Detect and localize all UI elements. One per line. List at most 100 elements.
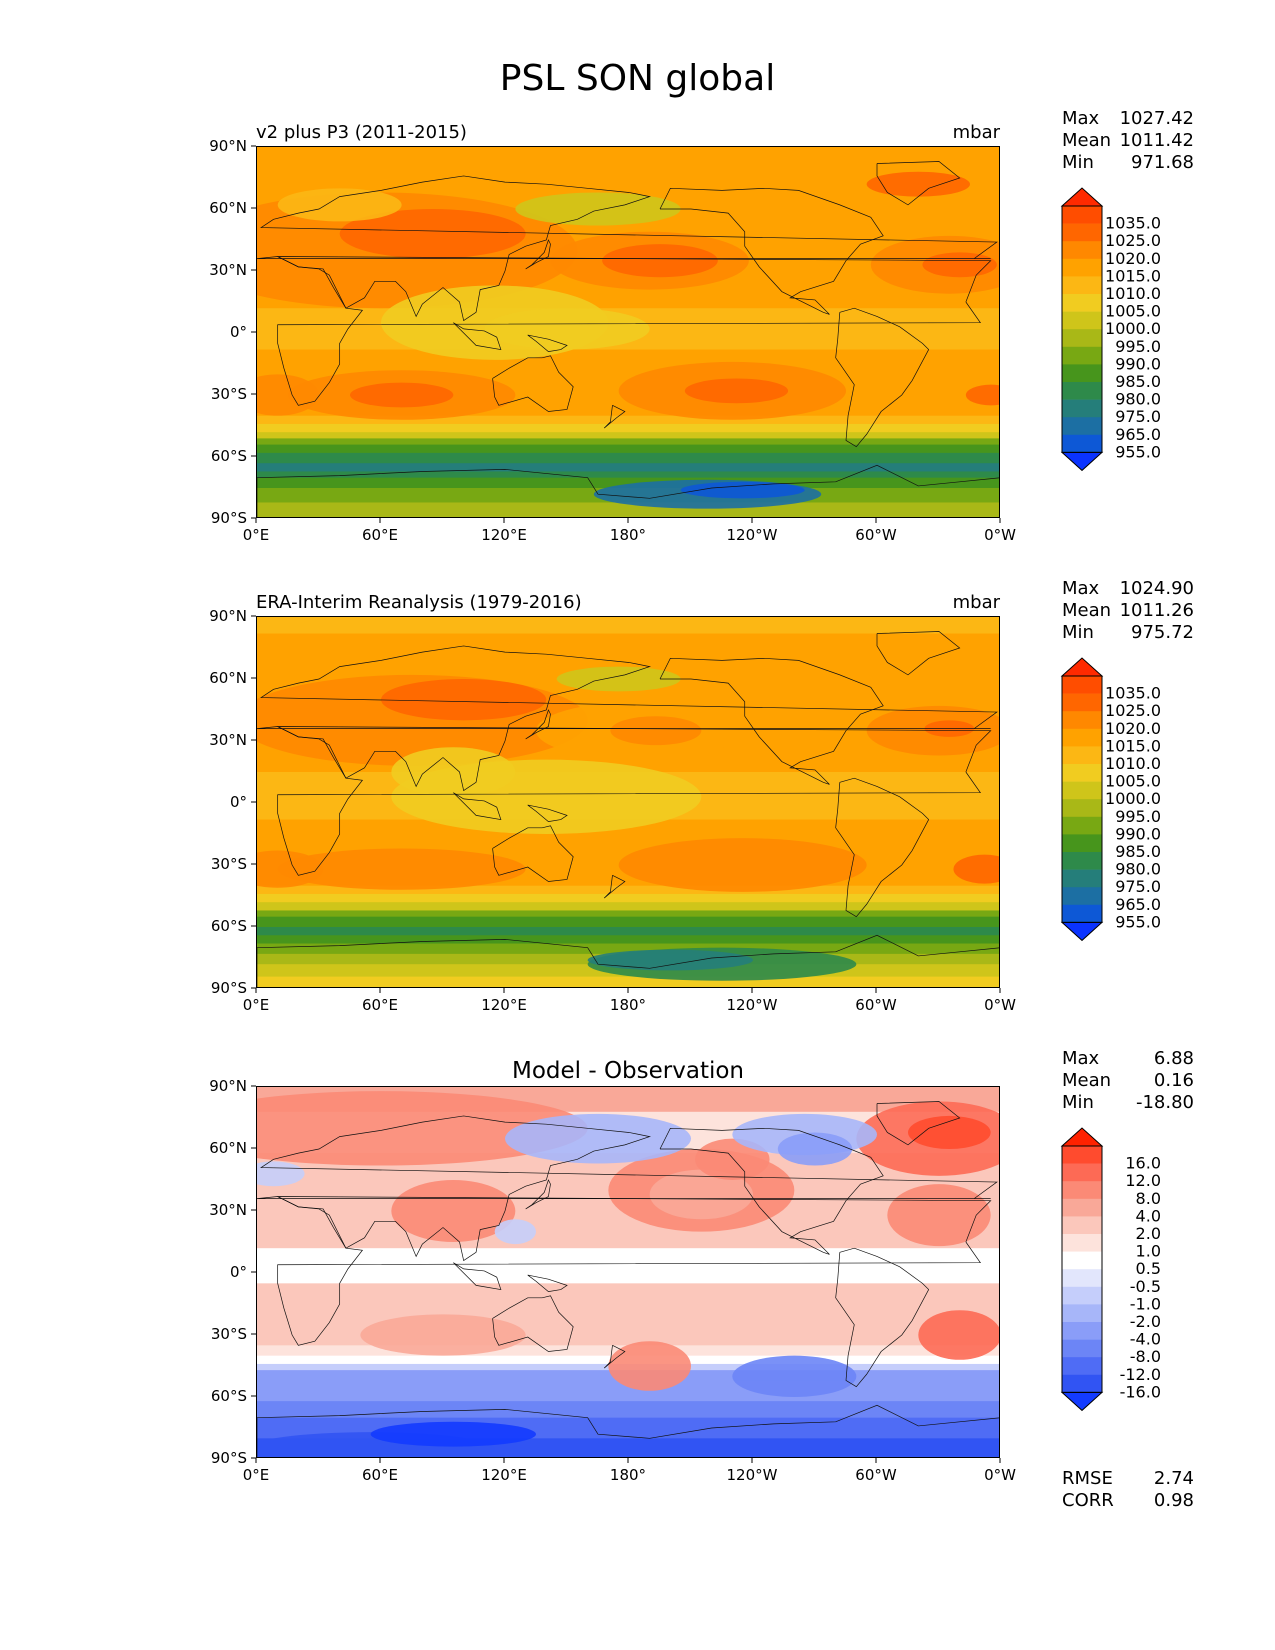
field-contour xyxy=(602,244,718,278)
colorbar-segment xyxy=(1062,1216,1102,1235)
stat-label: Min xyxy=(1062,1092,1094,1113)
field-band xyxy=(257,943,999,955)
colorbar-level-label: 985.0 xyxy=(1115,372,1161,391)
colorbar-level-label: 1000.0 xyxy=(1105,789,1161,808)
map-axes: 0°E 60°E 120°E 180° 120°W 60°W 0°W 90°N 60°N 30°N… xyxy=(209,1077,1016,1484)
map-frame xyxy=(256,1086,1000,1458)
colorbar-segment xyxy=(1062,816,1102,835)
coastline xyxy=(876,161,961,206)
colorbar-segment xyxy=(1062,676,1102,694)
field-band xyxy=(257,916,999,928)
colorbar-segment xyxy=(1062,329,1102,348)
stat-value: 2.74 xyxy=(1153,1468,1194,1489)
panel-model: v2 plus P3 (2011-2015) mbar 0°E 60°E 120°E… xyxy=(0,108,1275,616)
colorbar-level-label: 4.0 xyxy=(1136,1206,1161,1225)
y-tick-label: 60°N xyxy=(209,669,247,687)
coastline xyxy=(453,792,502,820)
coastline xyxy=(277,726,992,876)
colorbar: 1035.01025.01020.01015.01010.01005.01000… xyxy=(1060,187,1161,472)
stats-box: Max 6.88 Mean 0.16 Min -18.80 xyxy=(1062,1048,1194,1114)
y-tick-label: 90°N xyxy=(209,137,247,155)
field-contour xyxy=(618,838,867,892)
x-tick-label: 0°E xyxy=(243,526,270,544)
field-contour xyxy=(732,1355,857,1397)
colorbar-frame xyxy=(1061,675,1103,923)
colorbar-level-label: 1020.0 xyxy=(1105,249,1161,268)
stat-label: CORR xyxy=(1062,1490,1114,1511)
y-tick-label: 90°S xyxy=(211,979,247,997)
stat-label: Max xyxy=(1062,1048,1100,1069)
field-band xyxy=(257,444,999,454)
coastline xyxy=(835,307,930,448)
colorbar-level-label: 995.0 xyxy=(1115,807,1161,826)
field-contour xyxy=(908,1115,991,1149)
field-contour xyxy=(494,1219,536,1245)
y-tick-label: 0° xyxy=(230,323,247,341)
x-tick-label: 0°E xyxy=(243,1466,270,1484)
figure-title: PSL SON global xyxy=(499,58,776,99)
x-tick-label: 0°W xyxy=(984,996,1016,1014)
colorbar-segment xyxy=(1062,1339,1102,1358)
stat-label: Mean xyxy=(1062,600,1112,621)
stat-value: 1024.90 xyxy=(1119,578,1194,599)
stat-label: Min xyxy=(1062,152,1094,173)
field-contour xyxy=(649,1169,753,1220)
colorbar-level-label: 1035.0 xyxy=(1105,684,1161,703)
colorbar-level-label: -4.0 xyxy=(1130,1330,1161,1349)
colorbar-segment xyxy=(1062,1251,1102,1270)
x-tick-label: 0°W xyxy=(984,1466,1016,1484)
field-contour xyxy=(887,1184,991,1247)
colorbar-extend-max xyxy=(1060,657,1104,677)
colorbar-level-label: 0.5 xyxy=(1136,1259,1161,1278)
colorbar-segment xyxy=(1062,799,1102,818)
field-band xyxy=(257,976,999,987)
stat-value: -18.80 xyxy=(1135,1092,1194,1113)
field-contour xyxy=(339,209,526,259)
y-tick-label: 60°N xyxy=(209,1139,247,1157)
field-contour xyxy=(680,481,805,499)
x-tick-label: 180° xyxy=(610,996,646,1014)
map-frame xyxy=(256,616,1000,988)
field-map-reanalysis xyxy=(257,617,999,987)
colorbar-segment xyxy=(1062,1322,1102,1340)
colorbar-level-label: -0.5 xyxy=(1130,1277,1161,1296)
colorbar-level-label: 1025.0 xyxy=(1105,231,1161,250)
x-tick-label: 120°W xyxy=(727,1466,778,1484)
x-tick-label: 120°E xyxy=(481,996,527,1014)
coastline xyxy=(277,256,992,406)
coastline xyxy=(525,1179,551,1210)
x-tick-label: 60°E xyxy=(362,526,398,544)
field-band xyxy=(257,147,999,165)
error-stat-row: CORR 0.98 xyxy=(1062,1490,1194,1512)
y-tick-label: 30°N xyxy=(209,1201,247,1219)
colorbar-segment xyxy=(1062,1198,1102,1217)
field-contour xyxy=(695,1138,770,1180)
colorbar-level-label: 985.0 xyxy=(1115,842,1161,861)
colorbar-segment xyxy=(1062,852,1102,870)
colorbar-segment xyxy=(1062,904,1102,923)
colorbar-level-label: 955.0 xyxy=(1115,442,1161,461)
colorbar-level-label: 995.0 xyxy=(1115,337,1161,356)
colorbar-level-label: 1035.0 xyxy=(1105,214,1161,233)
y-tick-label: 90°S xyxy=(211,1449,247,1467)
colorbar-level-label: 975.0 xyxy=(1115,877,1161,896)
field-band xyxy=(257,910,999,918)
field-contour xyxy=(391,747,516,797)
field-contour xyxy=(257,850,324,888)
coastline xyxy=(603,875,626,899)
colorbar-level-label: 1010.0 xyxy=(1105,284,1161,303)
colorbar-segment xyxy=(1062,223,1102,242)
field-band xyxy=(257,452,999,464)
colorbar-level-label: 990.0 xyxy=(1115,824,1161,843)
field-band xyxy=(257,902,999,911)
colorbar-segment xyxy=(1062,258,1102,277)
coastline xyxy=(603,405,626,429)
field-band xyxy=(257,477,999,489)
colorbar-level-label: 1000.0 xyxy=(1105,319,1161,338)
field-map-difference xyxy=(257,1087,999,1457)
colorbar-level-label: 965.0 xyxy=(1115,895,1161,914)
colorbar-segment xyxy=(1062,382,1102,400)
coastline xyxy=(277,1196,992,1346)
stat-value: 975.72 xyxy=(1131,622,1194,643)
stat-value: 0.98 xyxy=(1153,1490,1194,1511)
